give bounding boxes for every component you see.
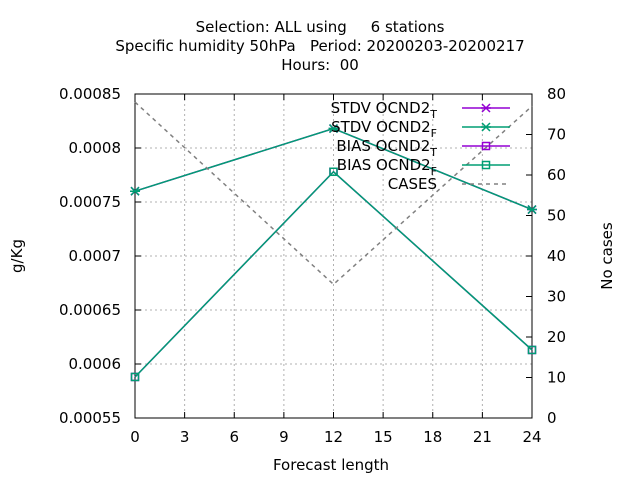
series-1 bbox=[130, 124, 537, 215]
x-tick-label: 6 bbox=[229, 428, 239, 446]
y2-tick-label: 70 bbox=[547, 126, 566, 144]
legend-entry: STDV OCND2T bbox=[331, 99, 510, 121]
y-tick-label: 0.00075 bbox=[59, 193, 121, 211]
data-point-marker bbox=[481, 160, 491, 170]
data-point-marker bbox=[527, 345, 537, 355]
x-tick-label: 18 bbox=[423, 428, 442, 446]
y2-tick-label: 30 bbox=[547, 288, 566, 306]
series-layer bbox=[130, 101, 537, 382]
x-axis-label: Forecast length bbox=[273, 456, 389, 474]
y2-axis-label: No cases bbox=[598, 222, 616, 290]
y2-tick-label: 50 bbox=[547, 207, 566, 225]
series-4 bbox=[134, 101, 533, 286]
data-point-marker bbox=[130, 186, 140, 196]
series-3 bbox=[130, 167, 537, 382]
legend-entry: BIAS OCND2T bbox=[336, 137, 510, 159]
x-tick-label: 15 bbox=[374, 428, 393, 446]
data-point-marker bbox=[481, 122, 491, 132]
x-tick-label: 9 bbox=[279, 428, 289, 446]
y2-tick-label: 60 bbox=[547, 166, 566, 184]
y-tick-label: 0.0008 bbox=[69, 139, 122, 157]
chart-title-line-2: Specific humidity 50hPa Period: 20200203… bbox=[115, 37, 525, 55]
data-point-marker bbox=[481, 103, 491, 113]
legend-label: BIAS OCND2T bbox=[336, 137, 437, 159]
data-point-marker bbox=[328, 124, 339, 134]
x-tick-label: 3 bbox=[180, 428, 190, 446]
legend-entry: STDV OCND2F bbox=[331, 118, 510, 140]
legend-label: STDV OCND2F bbox=[331, 118, 437, 140]
legend-label: CASES bbox=[388, 175, 437, 193]
data-point-marker bbox=[130, 372, 140, 382]
series-line bbox=[134, 170, 533, 378]
chart-title-line-3: Hours: 00 bbox=[281, 56, 359, 74]
x-tick-label: 21 bbox=[473, 428, 492, 446]
x-tick-label: 0 bbox=[130, 428, 140, 446]
data-point-marker bbox=[329, 167, 338, 177]
x-tick-label: 12 bbox=[324, 428, 343, 446]
y-tick-label: 0.00085 bbox=[59, 85, 121, 103]
chart-title-line-1: Selection: ALL using 6 stations bbox=[195, 18, 445, 36]
y2-tick-label: 10 bbox=[547, 369, 566, 387]
data-point-marker bbox=[527, 205, 537, 215]
data-point-marker bbox=[481, 141, 491, 151]
y-axis-label: g/Kg bbox=[8, 239, 26, 273]
legend-entry: CASES bbox=[388, 175, 510, 193]
y2-tick-label: 20 bbox=[547, 328, 566, 346]
legend-entry: BIAS OCND2F bbox=[337, 156, 510, 178]
legend-label: STDV OCND2T bbox=[331, 99, 438, 121]
y2-tick-label: 0 bbox=[547, 409, 557, 427]
y2-tick-label: 80 bbox=[547, 85, 566, 103]
x-tick-label: 24 bbox=[522, 428, 541, 446]
y-tick-label: 0.00055 bbox=[59, 409, 121, 427]
y-tick-label: 0.0006 bbox=[69, 355, 122, 373]
y-tick-label: 0.00065 bbox=[59, 301, 121, 319]
y2-tick-label: 40 bbox=[547, 247, 566, 265]
y-tick-label: 0.0007 bbox=[69, 247, 122, 265]
grid bbox=[135, 94, 532, 418]
ticks: 0 3 6 9 12 15 18 21 24 0.00055 0.0006 0.00065 0.0007… bbox=[59, 85, 566, 446]
series-line bbox=[134, 101, 533, 286]
legend-label: BIAS OCND2F bbox=[337, 156, 437, 178]
